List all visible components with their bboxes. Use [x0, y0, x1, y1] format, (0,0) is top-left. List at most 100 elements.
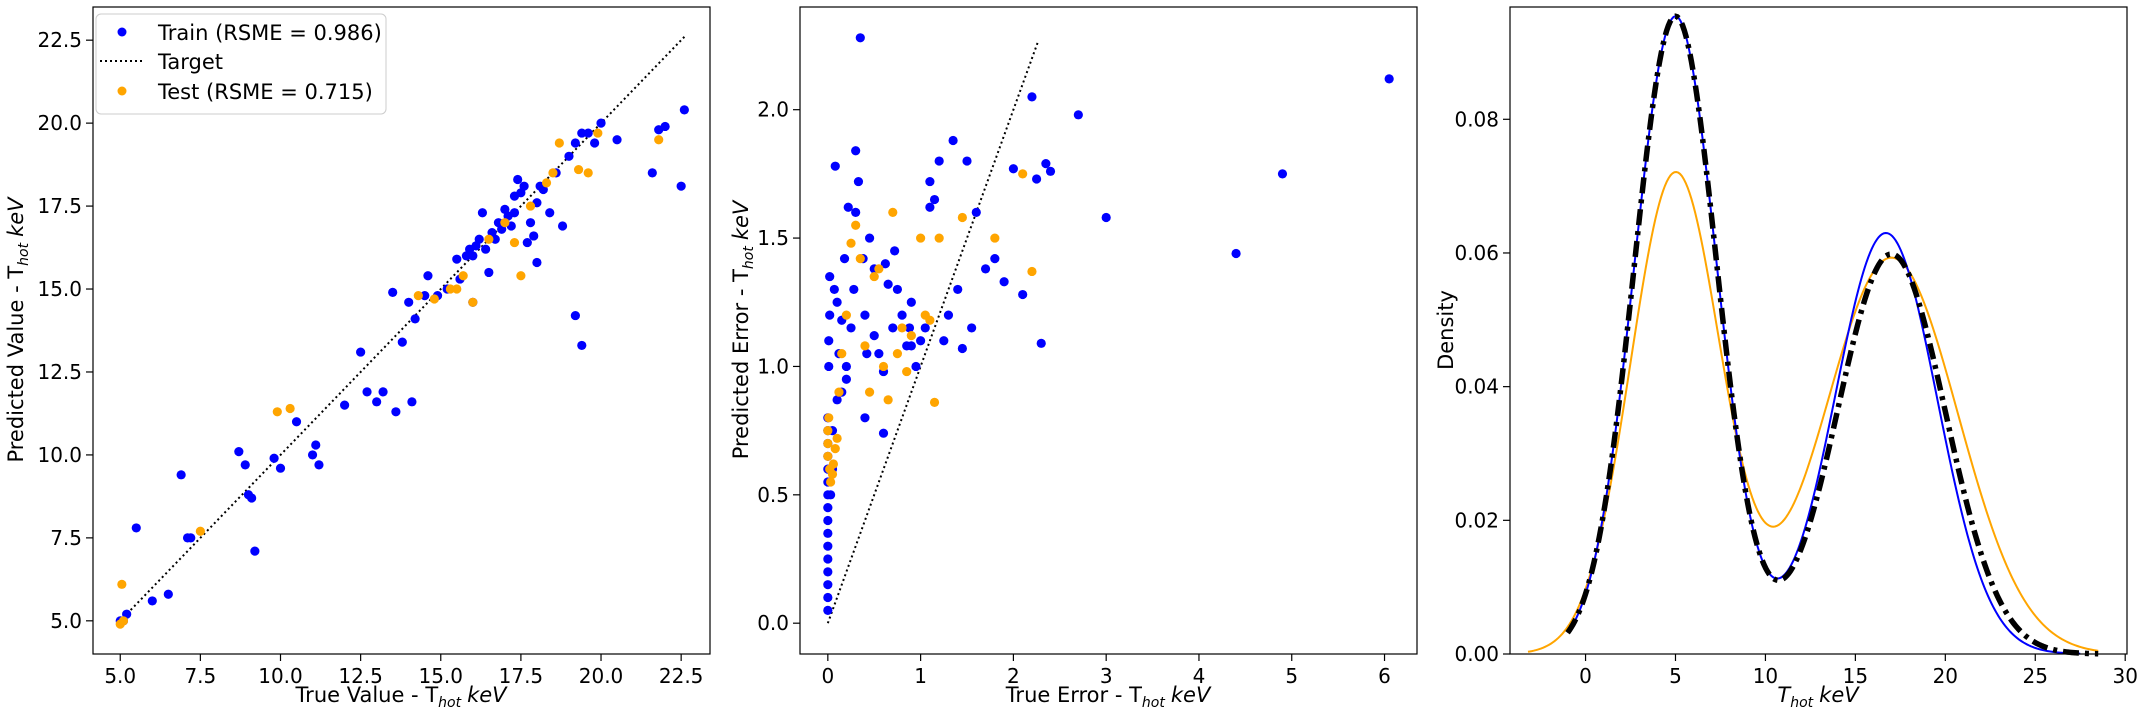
panel-1-train-point — [525, 218, 536, 228]
panel-1-train-point — [275, 463, 286, 473]
panel-2-train-point — [855, 33, 865, 43]
panel-1-train-point — [314, 460, 324, 470]
panel-1-xtick-label: 20.0 — [579, 664, 624, 688]
panel-3-frame — [1509, 6, 2128, 655]
panel-1-train-point — [372, 397, 382, 407]
panel-2-train-point — [1101, 212, 1111, 223]
panel-1-test-point — [452, 284, 462, 294]
panel-2-train-point — [925, 176, 935, 187]
panel-2-train-point — [967, 323, 977, 333]
panel-3-kde-test — [1527, 170, 2099, 653]
panel-1-train-point — [163, 589, 173, 599]
panel-1-ylabel: Predicted Value - ThotkeV — [4, 196, 32, 463]
legend-label-train: Train (RSME = 0.986) — [157, 21, 382, 45]
panel-2-test-point — [925, 315, 935, 325]
panel-1-train-point — [407, 397, 417, 407]
panel-2-train-point — [878, 428, 889, 438]
panel-3-xtick-label: 10 — [1753, 664, 1778, 688]
panel-3-kde-black — [1565, 13, 2099, 657]
panel-1-train-point — [391, 407, 401, 417]
panel-2-train-point — [860, 413, 870, 423]
panel-1-train-point — [577, 340, 587, 351]
panel-2-test-point — [855, 254, 865, 264]
panel-1-train-point — [509, 208, 520, 218]
panel-1-ytick-label: 17.5 — [37, 194, 82, 218]
panel-1-test-point — [554, 138, 564, 148]
panel-3-ytick-label: 0.02 — [1454, 508, 1499, 532]
panel-2-train-point — [971, 207, 981, 217]
panel-2-train-point — [990, 254, 1000, 264]
panel-1-train-point — [679, 105, 689, 115]
panel-2-train-point — [825, 310, 835, 320]
panel-2-test-point — [823, 426, 833, 436]
panel-2-train-point — [1031, 174, 1042, 184]
panel-1-xtick-label: 12.5 — [338, 664, 383, 688]
panel-2-test-point — [957, 212, 967, 223]
panel-2-target-line — [826, 40, 1040, 624]
panel-2-train-point — [864, 233, 875, 243]
panel-1-ytick-label: 20.0 — [37, 111, 82, 135]
panel-2-ytick-label: 0.0 — [757, 611, 789, 635]
panel-1-train-point — [468, 251, 478, 261]
panel-1-train-point — [513, 174, 523, 185]
panel-2-xtick-label: 2 — [1007, 664, 1020, 688]
panel-2-train-point — [823, 503, 833, 513]
panel-1-test-point — [118, 616, 129, 626]
legend-box — [95, 13, 387, 115]
panel-2-train-point — [883, 279, 893, 289]
panel-1-train-point — [186, 533, 196, 543]
panel-1-train-point — [362, 387, 372, 397]
panel-2-test-point — [823, 451, 833, 461]
panel-1-train-point — [660, 121, 670, 132]
panel-1-train-point — [522, 237, 532, 248]
panel-2-train-point — [1027, 92, 1037, 102]
panel-3-ytick-label: 0.08 — [1454, 107, 1499, 131]
panel-2-xtick-label: 6 — [1378, 664, 1391, 688]
panel-2-train-point — [897, 310, 907, 320]
panel-2-train-point — [943, 310, 954, 320]
panel-1-train-point — [234, 447, 244, 457]
panel-2-train-point — [980, 264, 991, 274]
panel-2-train-point — [862, 349, 872, 359]
panel-1-train-point — [397, 337, 407, 347]
panel-2-train-point — [869, 331, 879, 341]
panel-1-ytick-label: 12.5 — [37, 360, 82, 384]
legend-label-target: Target — [157, 50, 223, 74]
panel-1-train-point — [250, 546, 260, 556]
panel-2-xtick-label: 3 — [1100, 664, 1113, 688]
panel-2-train-point — [1018, 289, 1028, 300]
panel-1-train-point — [477, 208, 488, 218]
panel-2-xtick-label: 4 — [1193, 664, 1206, 688]
panel-2-train-point — [953, 284, 963, 295]
panel-2-train-point — [906, 297, 916, 307]
panel-1-train-point — [484, 267, 494, 278]
panel-1-ytick-label: 10.0 — [37, 443, 82, 467]
panel-2-test-point — [897, 323, 907, 333]
panel-1-train-point — [311, 440, 321, 450]
panel-2-test-point — [902, 366, 912, 377]
panel-1-legend: Train (RSME = 0.986) Target Test (RSME =… — [95, 13, 387, 115]
panel-2-train-point — [1073, 110, 1083, 120]
panel-2-train-point — [841, 374, 851, 384]
panel-1-train-point — [388, 287, 398, 297]
panel-3-xtick-label: 20 — [1933, 664, 1958, 688]
panel-2-test-point — [823, 438, 833, 449]
panel-3-xtick-label: 5 — [1669, 664, 1682, 688]
panel-2-train-point — [853, 176, 864, 187]
panel-1-train-point — [474, 234, 484, 244]
panel-2-train-point — [851, 146, 861, 156]
panel-1-train-point — [583, 128, 593, 138]
panel-2-xtick-label: 1 — [914, 664, 927, 688]
panel-2-ytick-label: 2.0 — [757, 98, 789, 122]
panel-2-test-point — [830, 444, 840, 454]
panel-2-test-point — [888, 207, 898, 217]
panel-2-train-point — [906, 341, 916, 351]
panel-1-train-point — [596, 118, 606, 128]
panel-2-test-point — [832, 433, 842, 443]
panel-2-test-point — [826, 477, 836, 487]
panel-2-test-point — [934, 233, 944, 243]
panel-2-test-point — [837, 349, 847, 359]
panel-1-xtick-label: 10.0 — [258, 664, 303, 688]
panel-1-ytick-label: 5.0 — [50, 609, 82, 633]
